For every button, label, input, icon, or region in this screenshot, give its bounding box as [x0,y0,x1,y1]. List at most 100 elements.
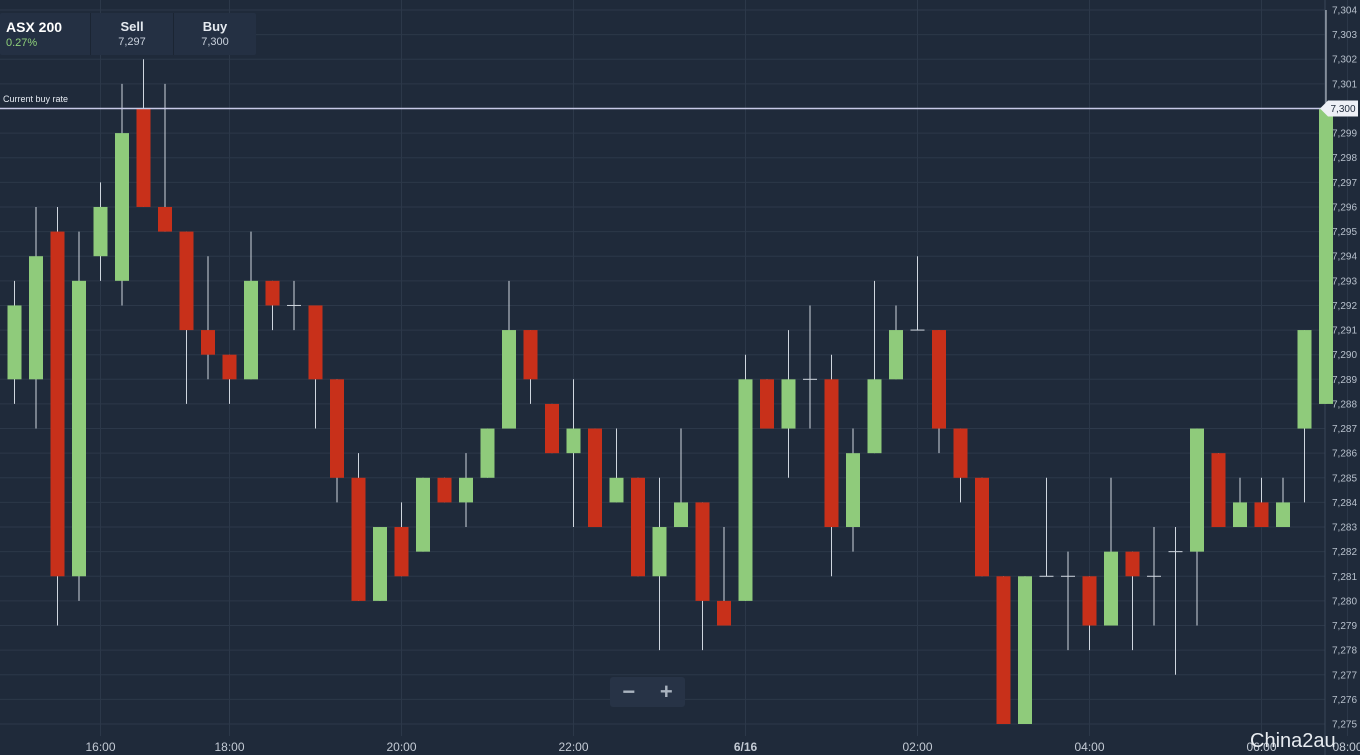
zoom-out-button[interactable]: − [622,679,636,704]
candle-body [1104,551,1118,626]
candle-body [7,305,22,380]
candle-body [1233,502,1247,528]
candle-body [1276,502,1290,528]
candle-body [953,428,968,478]
candle-body [179,231,194,331]
y-tick-label: 7,278 [1332,646,1357,657]
candle-body [846,453,860,528]
candle-body [824,379,839,528]
candle-body [308,305,323,380]
candle-body [136,108,151,207]
candle-body [1297,330,1312,429]
zoom-in-button[interactable]: + [659,679,673,704]
candle-body [1211,453,1226,528]
quote-panel: ASX 200 0.27% Sell 7,297 Buy 7,300 [0,13,256,55]
candle-body [545,403,559,454]
candle-body [609,477,624,503]
candle-body [351,477,366,601]
candle-body [459,477,473,503]
y-tick-label: 7,284 [1332,498,1357,509]
instrument-info: ASX 200 0.27% [0,13,90,55]
candle-body [244,280,258,380]
y-tick-label: 7,303 [1332,30,1357,41]
y-tick-label: 7,294 [1332,252,1357,263]
sell-button[interactable]: Sell 7,297 [90,13,173,55]
candle-body [975,477,989,577]
watermark: China2au [1250,730,1336,752]
candle-body [394,527,409,577]
candle-body [1125,551,1140,577]
x-tick-label: 06:00 [1246,740,1276,754]
sell-price: 7,297 [118,36,146,48]
y-tick-label: 7,283 [1332,523,1357,534]
x-tick-label: 18:00 [214,740,244,754]
instrument-name: ASX 200 [6,18,63,35]
y-tick-label: 7,275 [1332,720,1357,731]
y-tick-label: 7,304 [1332,6,1357,17]
candle-body [738,379,753,601]
candle-body [437,477,452,503]
buy-price: 7,300 [201,36,229,48]
candle-body [760,379,774,429]
y-tick-label: 7,286 [1332,449,1357,460]
candle-body [1319,108,1333,404]
candle-body [588,428,602,528]
candle-body [867,379,882,454]
y-tick-label: 7,287 [1332,424,1357,435]
candle-body [115,133,129,281]
y-tick-label: 7,302 [1332,55,1357,66]
candle-body [781,379,796,429]
candle-body [1082,576,1097,626]
y-tick-label: 7,291 [1332,326,1357,337]
x-tick-label: 22:00 [558,740,588,754]
y-tick-label: 7,296 [1332,202,1357,213]
candle-body [72,280,86,577]
zoom-controls: − + [610,677,685,707]
chart-grid [0,0,1348,736]
y-tick-label: 7,277 [1332,670,1357,681]
current-rate-line: 7,300 [0,100,1358,117]
candle-body [502,330,516,429]
y-tick-label: 7,299 [1332,129,1357,140]
y-tick-label: 7,290 [1332,350,1357,361]
y-tick-label: 7,297 [1332,178,1357,189]
candle-body [652,527,667,577]
x-tick-label: 08:00 [1332,740,1360,754]
candle-body [1254,502,1269,528]
buy-button[interactable]: Buy 7,300 [173,13,256,55]
x-tick-label: 04:00 [1074,740,1104,754]
candle-body [373,527,387,601]
candle-body [932,330,946,429]
current-rate-badge [1320,100,1358,117]
instrument-change: 0.27% [6,36,38,49]
candles [7,10,1333,724]
x-tick-label: 6/16 [734,740,758,754]
candle-body [158,206,172,232]
y-tick-label: 7,276 [1332,695,1357,706]
time-axis: 16:00 18:00 20:00 22:00 6/16 02:00 04:00 06:00 0… [85,740,1360,754]
candle-body [29,256,43,380]
candle-body [330,379,344,478]
sell-label: Sell [120,19,144,34]
y-tick-label: 7,289 [1332,375,1357,386]
y-tick-label: 7,279 [1332,621,1357,632]
current-rate-value: 7,300 [1330,104,1355,115]
y-tick-label: 7,282 [1332,547,1357,558]
y-tick-label: 7,280 [1332,596,1357,607]
candle-body [1190,428,1204,552]
candle-body [1018,576,1032,724]
y-tick-label: 7,301 [1332,79,1357,90]
candle-body [996,576,1011,724]
candle-body [50,231,65,577]
candle-body [674,502,688,528]
y-tick-label: 7,288 [1332,399,1357,410]
candle-body [416,477,430,552]
candle-body [566,428,581,454]
y-tick-label: 7,295 [1332,227,1357,238]
x-tick-label: 02:00 [902,740,932,754]
x-tick-label: 16:00 [85,740,115,754]
buy-label: Buy [202,19,228,34]
candle-body [523,330,538,380]
candle-body [717,600,731,626]
